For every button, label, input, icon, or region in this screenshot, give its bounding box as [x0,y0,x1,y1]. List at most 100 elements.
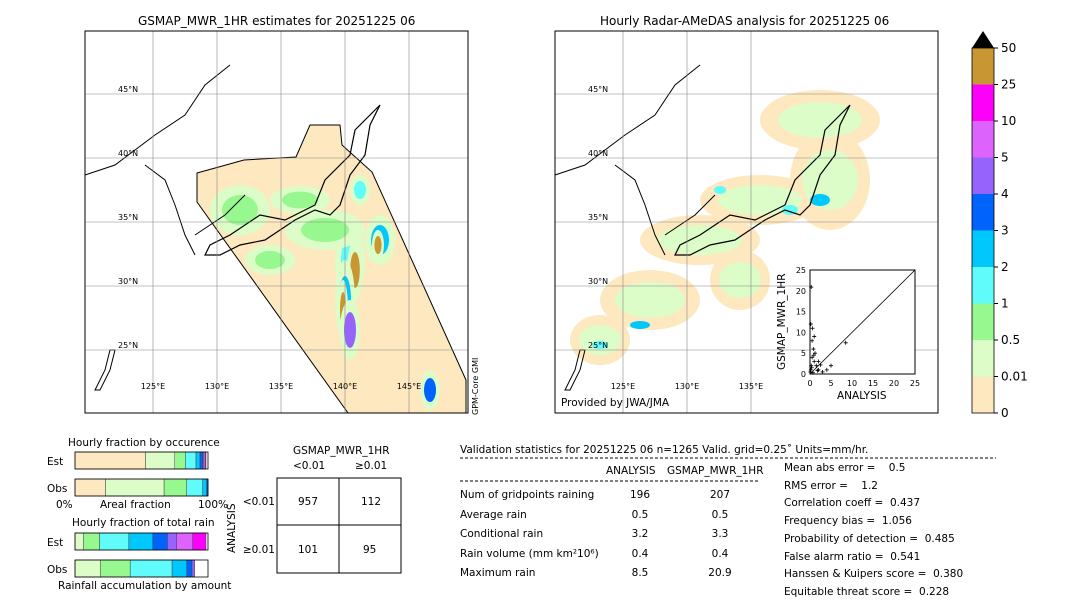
total-rain-footer: Rainfall accumulation by amount [58,580,232,592]
rain-core [592,341,608,349]
mainland-coastline [84,64,246,256]
rain-core [255,251,285,269]
lat-label: 40°N [588,149,608,158]
mainland-coastline [554,64,716,256]
scatter-ytick: 20 [796,287,806,296]
rain-obs-segment [100,559,131,578]
axis-mid: Areal fraction [100,499,171,511]
rain-obs-segment [186,559,193,578]
scatter-xtick: 15 [868,379,878,388]
val-row-gsmap: 3.3 [711,528,729,540]
scatter-point [811,353,816,358]
colorbar-label: 0.01 [1001,370,1028,384]
occurrence-obs-segment-frame [74,478,209,497]
right-map-title: Hourly Radar-AMeDAS analysis for 2025122… [600,14,890,28]
rain-est-segment [83,532,100,551]
lat-label: 40°N [118,149,138,158]
colorbar-label: 3 [1001,224,1009,238]
rain-est-segment [99,532,130,551]
japan-coastline [204,104,381,256]
val-row-label: Maximum rain [460,567,536,579]
scatter-point [808,322,813,327]
cell-1-1: 95 [363,544,377,556]
map-frame [554,30,939,414]
map-frame [84,30,469,414]
scatter-ylabel: GSMAP_MWR_1HR [776,273,788,370]
rain-core [344,312,356,348]
score-line: False alarm ratio = 0.541 [784,550,921,563]
lon-label: 145°E [397,382,421,391]
colorbar-segment [972,376,994,413]
rain-obs-segment [74,559,101,578]
scatter-point [810,355,815,360]
rain-core [810,194,830,206]
val-row-gsmap: 0.5 [711,508,729,521]
total-rain-obs-label: Obs [47,564,68,576]
scatter-point [816,367,821,372]
scatter-point [809,363,814,368]
scatter-point [814,363,819,368]
cell-0-1: 112 [361,496,382,508]
lat-label: 35°N [118,213,138,222]
score-line: Probability of detection = 0.485 [784,532,955,545]
rain-core [354,181,366,199]
val-col-gsmap: GSMAP_MWR_1HR [667,465,764,477]
rain-core [630,321,650,329]
rain-est-segment [167,532,177,551]
scatter-point [824,367,829,372]
colorbar-label: 5 [1001,151,1009,165]
scatter-point [808,367,813,372]
scatter-xtick: 10 [847,379,857,388]
scatter-xtick: 20 [889,379,899,388]
occurrence-est-segment [205,451,207,470]
lon-label: 125°E [141,382,165,391]
scatter-ytick: 10 [796,328,806,337]
lon-label: 130°E [675,382,699,391]
val-row-gsmap: 0.4 [711,547,729,560]
val-row-analysis: 196 [629,489,651,501]
scatter-point [812,359,817,364]
colorbar-segment [972,340,994,377]
val-row-analysis: 0.5 [631,508,649,521]
scatter-point [810,338,815,343]
rain-area [615,282,685,318]
rain-est-segment [152,532,168,551]
colorbar-label: 10 [1001,114,1016,128]
occurrence-title: Hourly fraction by occurence [68,437,220,449]
occurrence-est-segment [74,451,146,470]
rain-obs-segment [171,559,187,578]
lat-label: 45°N [588,85,608,94]
scatter-xtick: 25 [910,379,920,388]
scatter-point [809,285,814,290]
scatter-point [818,362,823,367]
rain-area [778,102,862,138]
val-row-label: Rain volume (mm km²10⁶) [460,547,599,560]
scatter-point [815,368,820,373]
score-line: Correlation coeff = 0.437 [784,497,920,510]
colorbar-segment [972,194,994,231]
val-row-analysis: 8.5 [631,567,649,579]
contingency-title: GSMAP_MWR_1HR [293,445,390,457]
scatter-point [809,365,814,370]
scatter-ytick: 25 [796,266,806,275]
rain-obs-segment [129,559,173,578]
occurrence-obs-segment [105,478,165,497]
val-col-analysis: ANALYSIS [606,465,656,477]
validation-header: Validation statistics for 20251225 06 n=… [460,444,869,456]
rain-core [301,218,349,242]
colorbar-label: 0 [1001,406,1009,420]
rain-area [719,262,761,298]
cell-1-0: 101 [298,544,319,556]
val-row-gsmap: 20.9 [708,567,732,579]
scatter-point [843,340,848,345]
colorbar-label: 0.5 [1001,333,1020,347]
rain-est-segment-frame [74,532,209,551]
score-line: RMS error = 1.2 [784,479,878,492]
lon-label: 140°E [333,382,357,391]
lat-label: 25°N [588,341,608,350]
scatter-xtick: 0 [807,379,812,388]
score-line: Frequency bias = 1.056 [784,515,912,528]
scatter-point [816,359,821,364]
left-map-title: GSMAP_MWR_1HR estimates for 20251225 06 [138,14,416,28]
